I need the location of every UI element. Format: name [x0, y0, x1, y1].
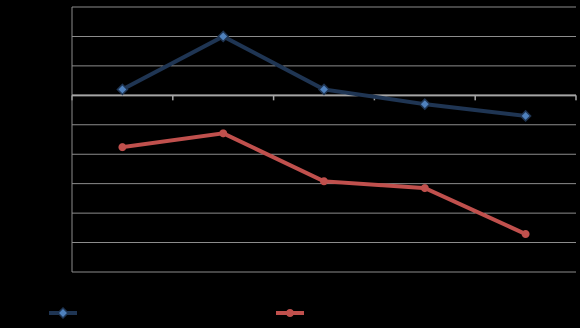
point — [219, 129, 228, 138]
point — [317, 83, 331, 96]
point — [418, 98, 431, 111]
legend-marker — [286, 309, 294, 317]
legend-marker — [56, 306, 70, 320]
point — [116, 83, 129, 96]
point — [118, 143, 127, 152]
point — [521, 230, 530, 239]
point — [217, 30, 230, 43]
point — [420, 184, 429, 193]
series-line — [121, 34, 526, 118]
point — [519, 109, 532, 123]
point — [320, 177, 328, 186]
